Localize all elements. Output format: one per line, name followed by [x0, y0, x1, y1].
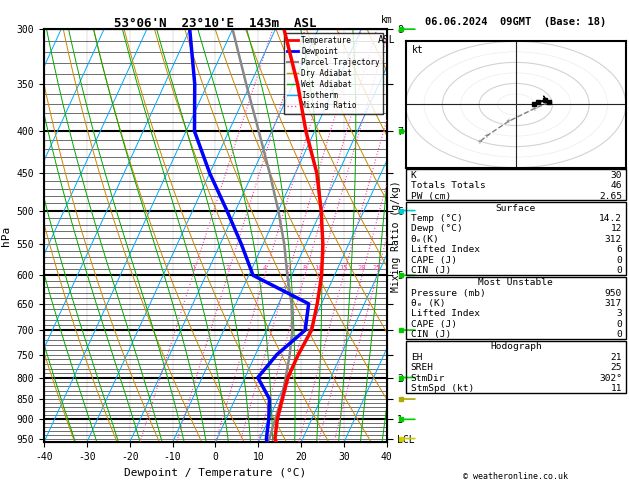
Text: 15: 15 [339, 265, 348, 271]
Text: Totals Totals: Totals Totals [411, 181, 486, 190]
Text: 53°06'N  23°10'E  143m  ASL: 53°06'N 23°10'E 143m ASL [114, 17, 316, 30]
Text: 14.2: 14.2 [599, 214, 622, 223]
Text: 0: 0 [616, 266, 622, 275]
Text: kt: kt [413, 45, 424, 55]
Text: Dewp (°C): Dewp (°C) [411, 225, 462, 233]
Text: EH: EH [411, 353, 422, 362]
Text: 25: 25 [372, 265, 381, 271]
Text: Most Unstable: Most Unstable [479, 278, 553, 287]
Text: 317: 317 [605, 299, 622, 308]
Text: 4: 4 [263, 265, 267, 271]
Text: SREH: SREH [411, 363, 434, 372]
Text: CIN (J): CIN (J) [411, 266, 451, 275]
Text: Lifted Index: Lifted Index [411, 310, 480, 318]
Text: 1: 1 [191, 265, 195, 271]
Text: 10: 10 [314, 265, 323, 271]
Text: PW (cm): PW (cm) [411, 191, 451, 201]
Legend: Temperature, Dewpoint, Parcel Trajectory, Dry Adiabat, Wet Adiabat, Isotherm, Mi: Temperature, Dewpoint, Parcel Trajectory… [284, 33, 383, 114]
Text: Surface: Surface [496, 204, 536, 212]
Text: +: + [531, 105, 537, 112]
Text: CIN (J): CIN (J) [411, 330, 451, 339]
Text: +: + [506, 118, 511, 124]
Text: 3: 3 [616, 310, 622, 318]
Text: 950: 950 [605, 289, 622, 297]
Text: +: + [476, 139, 482, 145]
Text: © weatheronline.co.uk: © weatheronline.co.uk [464, 472, 568, 481]
Text: Lifted Index: Lifted Index [411, 245, 480, 254]
Text: km: km [381, 15, 392, 25]
Text: 6: 6 [616, 245, 622, 254]
Text: 11: 11 [611, 384, 622, 393]
Text: 2: 2 [225, 265, 230, 271]
Text: 20: 20 [358, 265, 366, 271]
X-axis label: Dewpoint / Temperature (°C): Dewpoint / Temperature (°C) [125, 468, 306, 478]
Text: θₑ(K): θₑ(K) [411, 235, 440, 244]
Text: 12: 12 [611, 225, 622, 233]
Text: Temp (°C): Temp (°C) [411, 214, 462, 223]
Text: 21: 21 [611, 353, 622, 362]
Text: 302°: 302° [599, 374, 622, 382]
Y-axis label: hPa: hPa [1, 226, 11, 246]
Text: CAPE (J): CAPE (J) [411, 320, 457, 329]
Text: 25: 25 [611, 363, 622, 372]
Text: Mixing Ratio (g/kg): Mixing Ratio (g/kg) [391, 180, 401, 292]
Text: Hodograph: Hodograph [490, 342, 542, 351]
Text: 30: 30 [611, 171, 622, 180]
Text: 6: 6 [286, 265, 290, 271]
Text: StmSpd (kt): StmSpd (kt) [411, 384, 474, 393]
Text: K: K [411, 171, 416, 180]
Text: 2.65: 2.65 [599, 191, 622, 201]
Text: θₑ (K): θₑ (K) [411, 299, 445, 308]
Text: 46: 46 [611, 181, 622, 190]
Text: 312: 312 [605, 235, 622, 244]
Text: StmDir: StmDir [411, 374, 445, 382]
Text: 8: 8 [303, 265, 307, 271]
Text: CAPE (J): CAPE (J) [411, 256, 457, 265]
Text: +: + [484, 133, 489, 139]
Text: 0: 0 [616, 320, 622, 329]
Text: 0: 0 [616, 330, 622, 339]
Text: 0: 0 [616, 256, 622, 265]
Text: 06.06.2024  09GMT  (Base: 18): 06.06.2024 09GMT (Base: 18) [425, 17, 606, 27]
Text: Pressure (mb): Pressure (mb) [411, 289, 486, 297]
Text: ASL: ASL [378, 35, 396, 45]
